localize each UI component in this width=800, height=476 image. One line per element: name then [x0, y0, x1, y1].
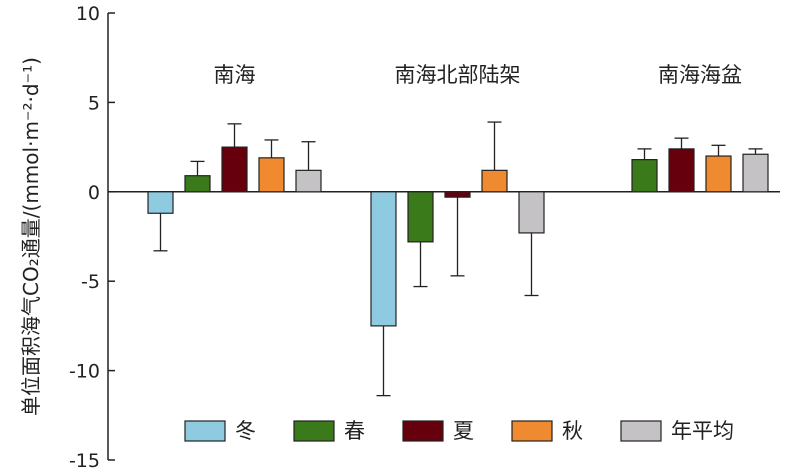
bar [370, 191, 397, 327]
legend-swatch [402, 420, 444, 442]
chart-bars: 南海 南海北部陆架 南海海盆 [147, 63, 769, 397]
bar-group: 南海北部陆架 [370, 63, 545, 397]
category-label: 南海 [214, 63, 256, 87]
legend-item: 年平均 [620, 419, 734, 443]
legend-swatch [620, 420, 662, 442]
y-tick-label: 5 [88, 92, 100, 114]
legend-item: 夏 [402, 419, 474, 443]
category-label: 南海北部陆架 [395, 63, 521, 87]
bar [407, 191, 434, 243]
bar [631, 159, 658, 193]
y-tick-label: -5 [81, 271, 100, 293]
legend-item: 冬 [184, 419, 256, 443]
y-axis-label: 单位面积海气CO₂通量/(mmol·m⁻²·d⁻¹) [19, 57, 43, 416]
legend-item: 秋 [511, 419, 583, 443]
bar [295, 169, 322, 193]
legend-label: 春 [344, 419, 365, 443]
bar [668, 148, 695, 193]
chart-legend: 冬 春 夏 秋 年平均 [184, 419, 734, 443]
bar-group: 南海海盆 [631, 63, 769, 193]
legend-swatch [184, 420, 226, 442]
legend-label: 冬 [235, 419, 256, 443]
bar [444, 191, 471, 198]
y-tick-label: -10 [69, 361, 100, 383]
bar [481, 169, 508, 193]
legend-label: 年平均 [671, 419, 734, 443]
bar [742, 153, 769, 193]
bar [147, 191, 174, 214]
category-label: 南海海盆 [658, 63, 742, 87]
legend-swatch [511, 420, 553, 442]
legend-label: 秋 [562, 419, 583, 443]
bar [184, 175, 211, 193]
bar-group: 南海 [147, 63, 322, 252]
y-tick-label: -15 [69, 450, 100, 472]
bar [518, 191, 545, 234]
chart-axes: 10 5 0 -5 -10 -15 [69, 3, 780, 472]
bar [258, 157, 285, 193]
legend-label: 夏 [453, 419, 474, 443]
y-tick-label: 0 [88, 182, 100, 204]
bar [705, 155, 732, 193]
legend-swatch [293, 420, 335, 442]
legend-item: 春 [293, 419, 365, 443]
y-tick-label: 10 [76, 3, 100, 25]
bar [221, 146, 248, 193]
